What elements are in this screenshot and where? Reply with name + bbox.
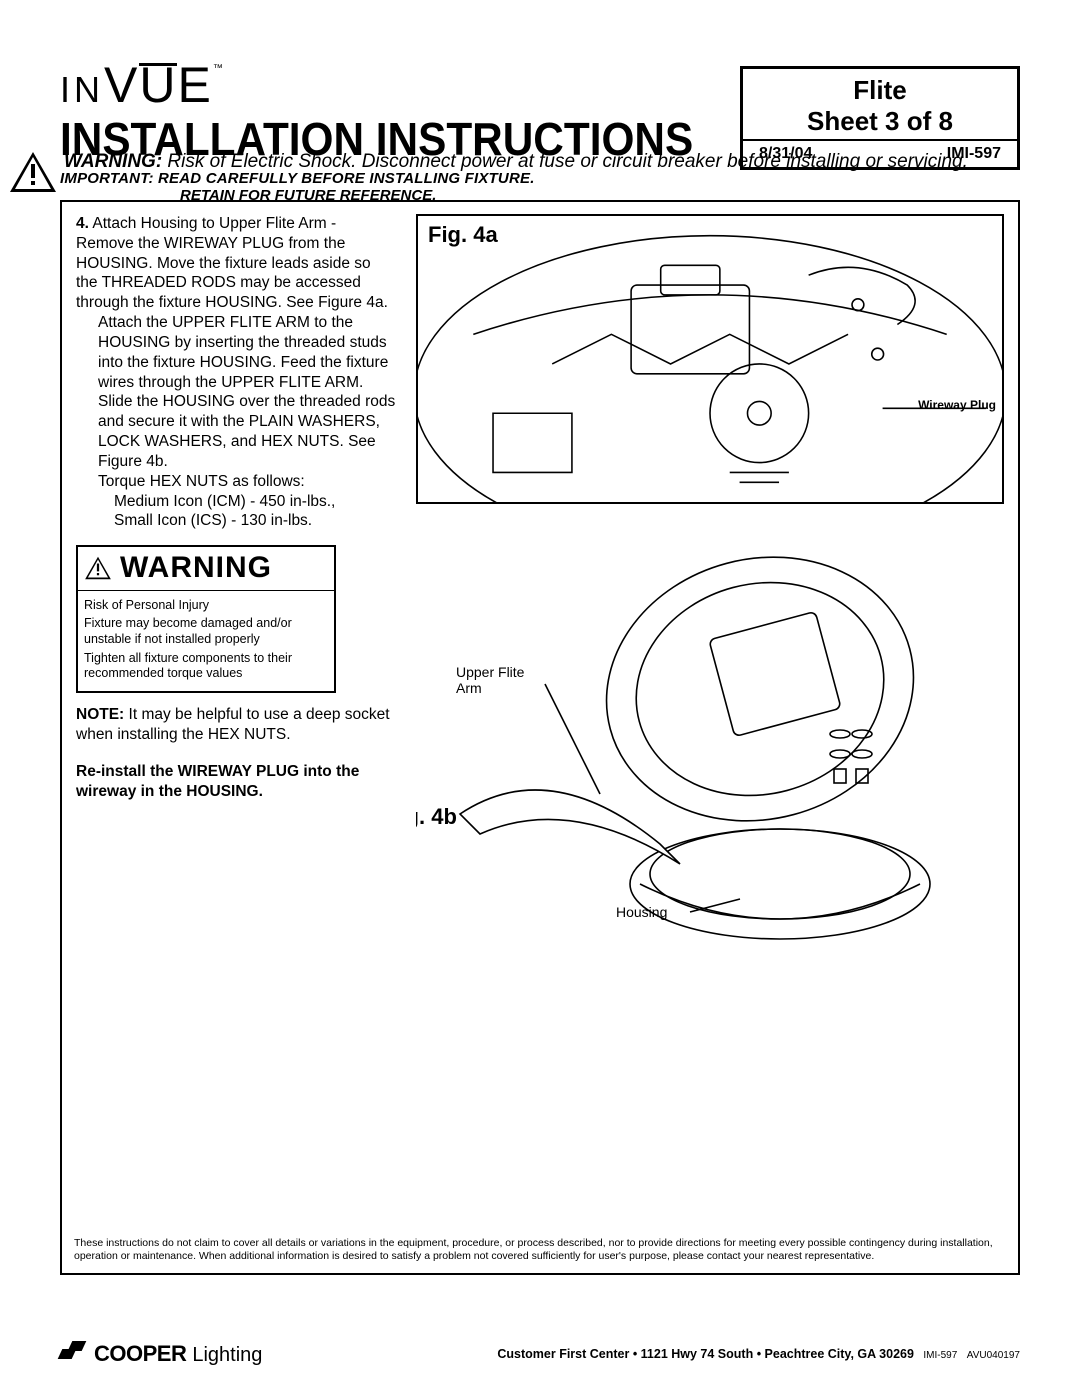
page-footer: COOPER Lighting Customer First Center • … xyxy=(60,1341,1020,1367)
cooper-mark: COOPER xyxy=(94,1341,186,1367)
warning-box-header: WARNING xyxy=(78,547,334,589)
warning-box-l1: Risk of Personal Injury xyxy=(84,598,328,614)
footer-address: Customer First Center • 1121 Hwy 74 Sout… xyxy=(497,1347,914,1361)
body-columns: 4. Attach Housing to Upper Flite Arm - R… xyxy=(62,202,1018,976)
warning-icon xyxy=(8,150,58,194)
callout-arm-l2: Arm xyxy=(456,680,482,696)
page: INVUE™ INSTALLATION INSTRUCTIONS IMPORTA… xyxy=(0,0,1080,1397)
callout-arm-l1: Upper Flite xyxy=(456,664,524,680)
warning-box-title: WARNING xyxy=(120,549,272,587)
warning-label: WARNING: xyxy=(64,151,162,172)
callout-wireway-plug: Wireway Plug xyxy=(918,398,996,412)
step-p3a: Medium Icon (ICM) - 450 in-lbs., xyxy=(114,492,396,512)
warning-body: Risk of Electric Shock. Disconnect power… xyxy=(162,151,968,172)
callout-upper-flite-arm: Upper Flite Arm xyxy=(456,664,524,696)
figure-4b: Fig. 4b xyxy=(416,534,1004,964)
step-p3: Torque HEX NUTS as follows: xyxy=(98,472,396,492)
step-4: 4. Attach Housing to Upper Flite Arm - R… xyxy=(76,214,396,313)
brand-e: E xyxy=(177,57,212,113)
figure-4a: Fig. 4a xyxy=(416,214,1004,504)
note-label: NOTE: xyxy=(76,706,124,723)
fine-print: These instructions do not claim to cover… xyxy=(74,1237,1006,1263)
cooper-logo: COOPER Lighting xyxy=(60,1341,262,1367)
product-name: Flite xyxy=(747,75,1013,106)
step-number: 4. xyxy=(76,215,89,232)
figures-column: Fig. 4a xyxy=(416,214,1004,964)
trademark: ™ xyxy=(213,63,225,74)
figure-4a-diagram xyxy=(418,216,1002,502)
footer-right: Customer First Center • 1121 Hwy 74 Sout… xyxy=(497,1347,1020,1361)
warning-box-l3: Tighten all fixture components to their … xyxy=(84,651,328,682)
note-text: It may be helpful to use a deep socket w… xyxy=(76,706,390,743)
step-p2: Attach the UPPER FLITE ARM to the HOUSIN… xyxy=(98,313,396,472)
step-p1: Attach Housing to Upper Flite Arm - Remo… xyxy=(76,215,388,311)
footer-code1: IMI-597 xyxy=(923,1350,957,1361)
brand-logo: INVUE™ xyxy=(60,60,748,110)
doc-info-title: Flite Sheet 3 of 8 xyxy=(743,69,1017,139)
sheet-number: Sheet 3 of 8 xyxy=(807,106,953,136)
warning-icon xyxy=(84,555,112,581)
cooper-lighting: Lighting xyxy=(192,1344,262,1367)
warning-strip-text: WARNING: Risk of Electric Shock. Disconn… xyxy=(58,150,968,174)
warning-strip: WARNING: Risk of Electric Shock. Disconn… xyxy=(8,150,1072,194)
note-block: NOTE: It may be helpful to use a deep so… xyxy=(76,705,396,745)
callout-housing: Housing xyxy=(616,904,667,920)
brand-in: IN xyxy=(60,69,104,110)
brand-u: U xyxy=(139,63,177,103)
step-p3b: Small Icon (ICS) - 130 in-lbs. xyxy=(114,511,396,531)
instructions-column: 4. Attach Housing to Upper Flite Arm - R… xyxy=(76,214,396,964)
footer-code2: AVU040197 xyxy=(967,1350,1020,1361)
warning-box-body: Risk of Personal Injury Fixture may beco… xyxy=(78,590,334,691)
reinstall-text: Re-install the WIREWAY PLUG into the wir… xyxy=(76,762,396,802)
figure-4b-diagram xyxy=(416,534,1004,964)
cooper-icon xyxy=(60,1341,86,1361)
content-frame: 4. Attach Housing to Upper Flite Arm - R… xyxy=(60,200,1020,1275)
warning-box-l2: Fixture may become damaged and/or unstab… xyxy=(84,616,328,647)
brand-v: V xyxy=(104,57,139,113)
warning-box: WARNING Risk of Personal Injury Fixture … xyxy=(76,545,336,693)
